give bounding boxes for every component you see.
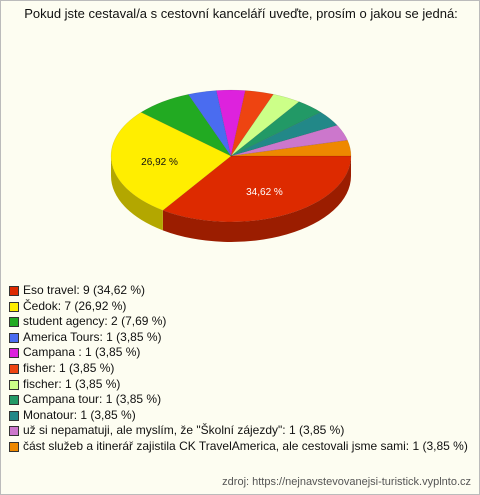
slice xyxy=(187,90,232,157)
legend-label: Campana : 1 (3,85 %) xyxy=(23,345,141,360)
slice xyxy=(230,139,352,157)
legend-label: už si nepamatuji, ale myslím, že "Školní… xyxy=(23,423,345,438)
legend-swatch xyxy=(9,301,19,312)
legend-label: Campana tour: 1 (3,85 %) xyxy=(23,392,162,407)
legend-item: student agency: 2 (7,69 %) xyxy=(9,314,469,330)
slice xyxy=(110,112,232,211)
legend-item: Čedok: 7 (26,92 %) xyxy=(9,299,469,315)
legend-swatch xyxy=(9,410,19,421)
legend-item: Campana : 1 (3,85 %) xyxy=(9,345,469,361)
legend-swatch xyxy=(9,395,19,406)
legend-swatch xyxy=(9,348,19,359)
slice xyxy=(230,125,348,157)
legend-swatch xyxy=(9,426,19,437)
legend-swatch xyxy=(9,363,19,374)
legend-item: Monatour: 1 (3,85 %) xyxy=(9,408,469,424)
legend-label: část služeb a itinerář zajistila CK Trav… xyxy=(23,438,468,453)
legend-item: Eso travel: 9 (34,62 %) xyxy=(9,283,469,299)
slice xyxy=(230,90,274,157)
slice-side xyxy=(111,156,163,231)
legend: Eso travel: 9 (34,62 %) Čedok: 7 (26,92 %… xyxy=(9,283,469,455)
slice-label: 26,92 % xyxy=(141,157,178,168)
legend-swatch xyxy=(9,286,19,296)
slice xyxy=(230,93,300,157)
legend-label: student agency: 2 (7,69 %) xyxy=(23,314,167,329)
slice-label: 34,62 % xyxy=(246,187,283,198)
legend-label: Čedok: 7 (26,92 %) xyxy=(23,298,127,313)
chart-title: Pokud jste cestaval/a s cestovní kancelá… xyxy=(24,6,458,21)
legend-swatch xyxy=(9,332,19,343)
legend-item: fischer: 1 (3,85 %) xyxy=(9,377,469,393)
legend-swatch xyxy=(9,379,19,390)
legend-item: Campana tour: 1 (3,85 %) xyxy=(9,392,469,408)
legend-label: America Tours: 1 (3,85 %) xyxy=(23,329,162,344)
slice xyxy=(230,111,338,157)
slice xyxy=(216,89,246,157)
legend-label: fisher: 1 (3,85 %) xyxy=(23,360,115,375)
legend-label: Eso travel: 9 (34,62 %) xyxy=(23,283,146,297)
slice-side xyxy=(162,156,351,243)
pie-area: 34,62 % 26,92 % xyxy=(110,89,352,243)
source: zdroj: https://nejnavstevovanejsi-turist… xyxy=(222,476,471,488)
legend-item: fisher: 1 (3,85 %) xyxy=(9,361,469,377)
legend-label: Monatour: 1 (3,85 %) xyxy=(23,407,136,422)
legend-item: America Tours: 1 (3,85 %) xyxy=(9,330,469,346)
slice xyxy=(230,101,322,157)
slice xyxy=(162,155,352,223)
legend-item: už si nepamatuji, ale myslím, že "Školní… xyxy=(9,423,469,439)
slice xyxy=(140,94,232,157)
legend-item: část služeb a itinerář zajistila CK Trav… xyxy=(9,439,469,455)
legend-label: fischer: 1 (3,85 %) xyxy=(23,376,121,391)
legend-swatch xyxy=(9,441,19,452)
legend-swatch xyxy=(9,317,19,328)
